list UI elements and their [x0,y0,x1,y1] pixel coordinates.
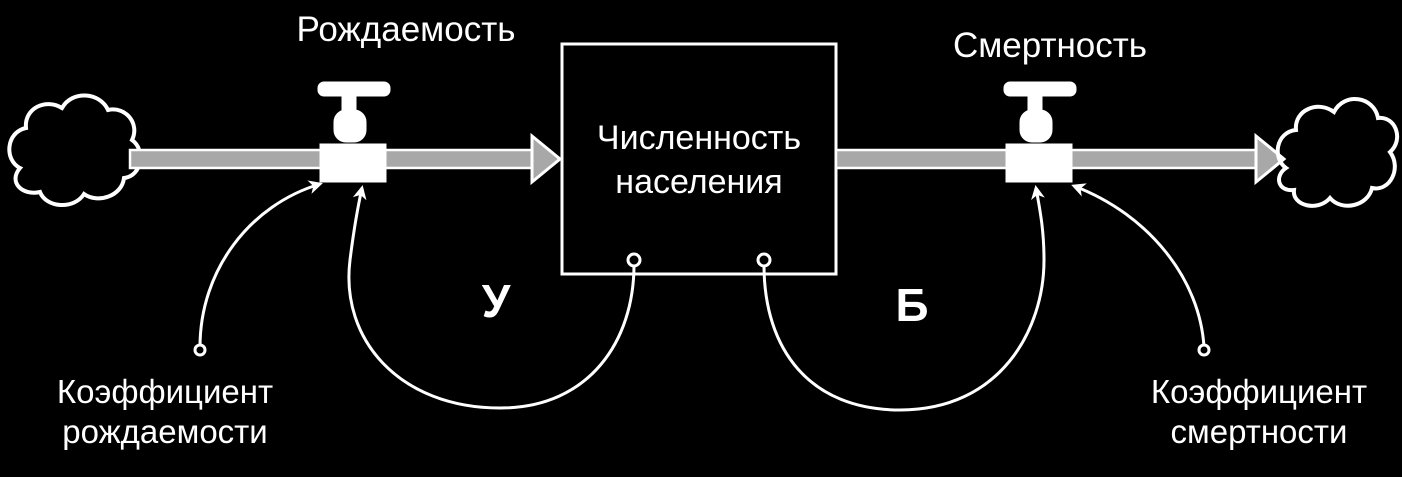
inflow-label: Рождаемость [296,10,516,49]
sink-cloud-icon [1275,97,1400,208]
stock-label-line1: Численность [596,119,802,157]
death-coefficient-label: Коэффициент смертности [1120,372,1398,452]
outflow-valve-icon [1003,81,1077,183]
reinforcing-loop-label: У [481,275,511,327]
stock-label-line2: населения [615,163,783,201]
birth-coefficient-line1: Коэффициент [56,373,274,410]
stock-label: Численность населения [562,116,836,204]
source-cloud-icon [7,93,143,208]
birth-coefficient-connector [193,180,323,357]
inflow-valve-icon [317,81,391,183]
death-coefficient-line2: смертности [1170,413,1348,450]
death-coefficient-line1: Коэффициент [1150,373,1368,410]
birth-coefficient-label: Коэффициент рождаемости [20,372,310,452]
balancing-loop-label: Б [895,279,929,331]
balancing-feedback-connector [756,185,1046,412]
reinforcing-feedback-connector [347,185,642,410]
death-coefficient-connector [1071,183,1211,357]
outflow-label: Смертность [952,26,1148,65]
birth-coefficient-line2: рождаемости [62,413,268,450]
